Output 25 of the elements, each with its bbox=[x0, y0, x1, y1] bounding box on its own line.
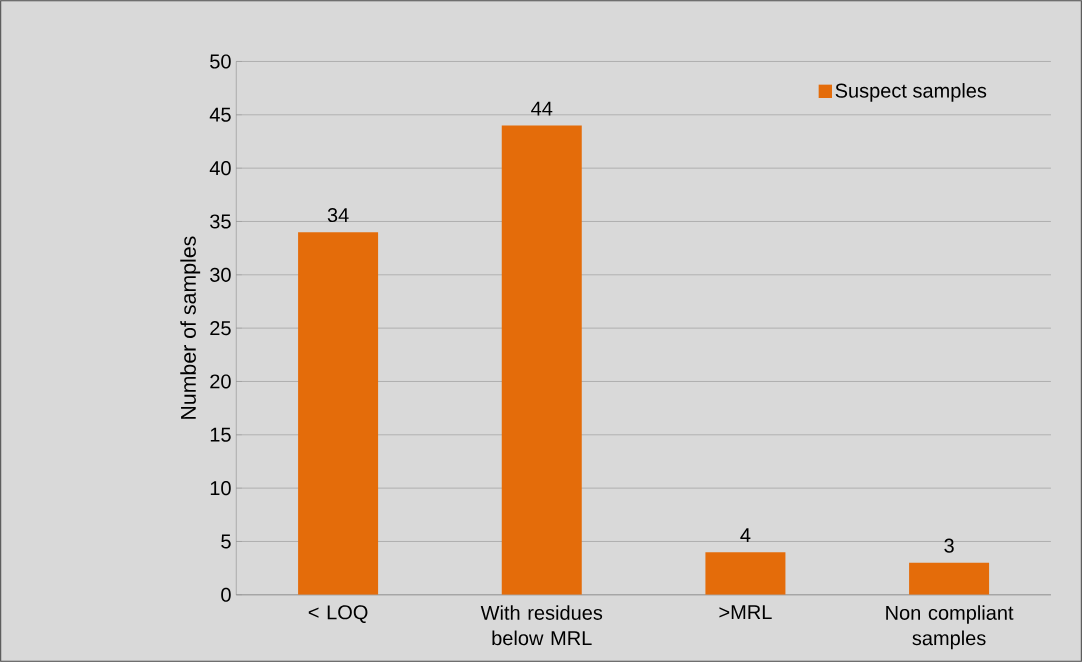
data-label: 34 bbox=[327, 207, 349, 223]
x-tick-label: Non compliant samples bbox=[886, 605, 1014, 650]
y-tick-label: 30 bbox=[210, 267, 231, 282]
bar bbox=[909, 562, 990, 595]
bar bbox=[705, 552, 786, 595]
y-tick-label: 40 bbox=[209, 161, 231, 176]
y-tick-label: 35 bbox=[210, 214, 231, 229]
y-axis-title: Number of samples bbox=[180, 236, 201, 419]
y-tick-label: 25 bbox=[210, 321, 231, 336]
x-tick-label: With residues below MRL bbox=[480, 605, 603, 646]
y-tick-label: 10 bbox=[210, 481, 231, 496]
bar bbox=[501, 125, 582, 595]
data-label: 44 bbox=[531, 101, 553, 116]
data-label: 3 bbox=[944, 538, 954, 553]
legend-label: Suspect samples bbox=[835, 83, 987, 102]
y-tick-label: 5 bbox=[221, 534, 231, 549]
x-tick-label: < LOQ bbox=[308, 605, 368, 623]
bar bbox=[298, 232, 379, 595]
x-tick-label: >MRL bbox=[719, 605, 772, 619]
y-tick-label: 20 bbox=[210, 374, 231, 389]
data-label: 4 bbox=[740, 528, 751, 543]
y-tick-label: 0 bbox=[221, 587, 231, 602]
y-tick-label: 50 bbox=[210, 54, 231, 69]
y-tick-label: 15 bbox=[210, 427, 231, 442]
y-tick-label: 45 bbox=[209, 107, 231, 122]
